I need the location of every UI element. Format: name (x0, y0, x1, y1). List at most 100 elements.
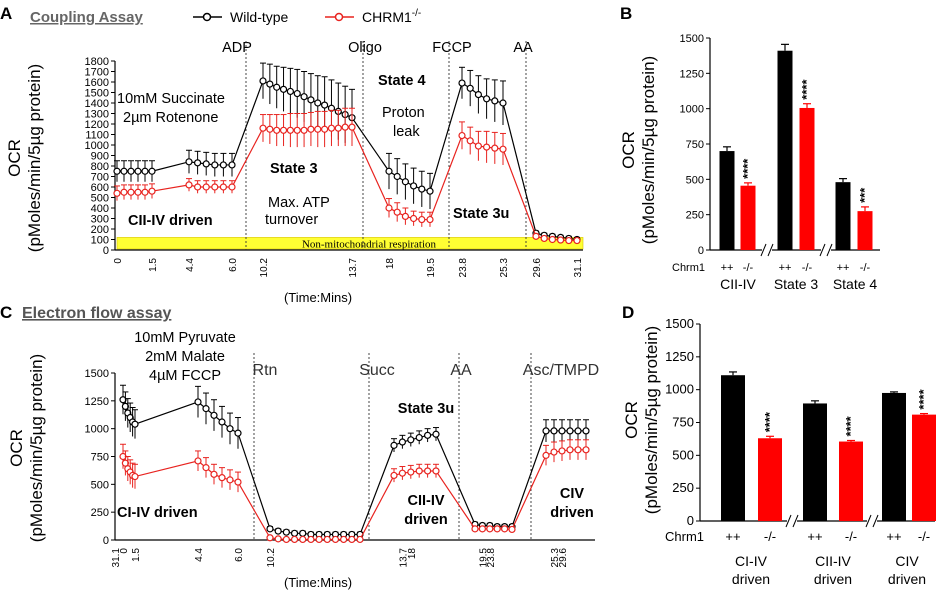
note-succinate: 10mM Succinate (117, 91, 225, 107)
chart-c-ko-point (574, 446, 582, 454)
chart-b-bar-ko (857, 211, 873, 250)
chart-c-wt-point (194, 398, 202, 406)
chart-c-xtick-label: 18 (407, 548, 418, 560)
chart-a-xtick-label: 0 (113, 258, 124, 264)
note-cii-driven-2: driven (404, 512, 448, 528)
note-rotenone: 2µm Rotenone (123, 110, 218, 126)
chart-a-ytick-label: 1200 (85, 119, 109, 131)
chart-c-ko-point (398, 469, 406, 477)
chart-a-ko-point (401, 212, 409, 220)
chart-a-ko-point (548, 235, 557, 244)
chart-c-ko-point (266, 534, 274, 542)
panel-d: D OCR (pMoles/min/5µg protein) Chrm1 ++ … (622, 303, 936, 587)
chart-c-wt-point (218, 418, 226, 426)
b-group-1: CII-IV (720, 276, 756, 292)
chart-a-ko-point (334, 124, 342, 132)
chart-a-ko-point (321, 125, 329, 133)
d-group-1-l2: driven (732, 571, 770, 587)
chart-d-ytick-label: 0 (687, 513, 694, 528)
chart-b-axis-break (760, 243, 767, 257)
chart-b-bar-ko (799, 107, 815, 251)
chart-a-ko-point (314, 125, 322, 133)
b-group-2: State 3 (774, 276, 819, 292)
note-cii-driven: CII-IV driven (128, 213, 213, 229)
chart-a-ko-point (385, 204, 393, 212)
d-geno-5: ++ (886, 529, 901, 544)
chart-c-ko-point (471, 525, 479, 533)
inj-fccp: FCCP (432, 40, 471, 56)
chart-a-ko-point (202, 183, 210, 191)
note-leak: leak (393, 124, 420, 140)
chart-a-ytick-label: 500 (91, 193, 109, 205)
chart-c-xtick-label: 25.3 (550, 548, 561, 568)
panel-b-letter: B (620, 4, 632, 23)
chart-d-bar-wt (803, 403, 827, 521)
legend-ko-label: CHRM1-/- (362, 8, 421, 25)
chart-a-ytick-label: 100 (91, 235, 109, 247)
chart-a-wt-point (474, 90, 482, 99)
chart-c-wt-point (558, 427, 566, 435)
panel-a: A Coupling Assay Wild-type CHRM1-/- OCR … (0, 4, 584, 305)
b-geno-2: -/- (743, 262, 754, 274)
chart-a-ytick-label: 1700 (85, 67, 109, 79)
inj-aa: AA (513, 40, 533, 56)
chart-c-ko-point (234, 478, 242, 486)
note-turnover: turnover (265, 212, 318, 228)
chart-c-xtick-label: 10.2 (266, 548, 277, 568)
chart-a-ko-point (418, 215, 426, 224)
chart-b-axis-break (819, 243, 826, 257)
chart-c-ko-point (550, 448, 558, 456)
chart-b-bar-ko (740, 185, 756, 250)
svg-text:(pMoles/min/5µg protein): (pMoles/min/5µg protein) (642, 326, 661, 514)
chart-c-wt-point (282, 528, 290, 536)
chart-c-wt-point (407, 436, 415, 444)
note-state3: State 3 (270, 161, 318, 177)
chart-a-ko-point (474, 142, 482, 150)
chart-d-bar-ko (912, 414, 936, 521)
chart-a-wt-point (499, 99, 507, 107)
chart-a-ytick-label: 0 (103, 245, 109, 257)
chart-b-bar-wt (835, 182, 851, 250)
svg-text:OCR: OCR (7, 429, 26, 467)
chart-c-wt-point (121, 402, 130, 410)
d-group-2-l1: CII-IV (815, 553, 851, 569)
chart-c-wt-point (299, 529, 307, 537)
chart-a-wt-point (266, 80, 274, 88)
chart-a-xtick-label: 13.7 (348, 258, 359, 278)
chart-c-ko-point (323, 535, 331, 544)
chart-a-ko-point (458, 131, 466, 140)
chart-a-wt-point (314, 99, 322, 107)
panel-b-chrm1: Chrm1 (672, 262, 705, 274)
d-geno-2: -/- (764, 529, 776, 544)
chart-a-wt-point (321, 101, 329, 109)
chart-d-ytick-label: 750 (672, 415, 694, 430)
chart-d-axis-break-gap (867, 515, 877, 527)
chart-c-ytick-label: 0 (103, 535, 109, 547)
chart-c-ko-point (274, 535, 282, 543)
chart-a-ko-point (120, 188, 128, 196)
chart-a-xtick-label: 25.3 (499, 258, 510, 278)
chart-c-wt-point (290, 529, 299, 537)
chart-a-ytick-label: 600 (91, 182, 109, 194)
chart-b-ytick-label: 1250 (680, 68, 704, 80)
chart-c-wt-point (210, 411, 218, 419)
inj-oligo: Oligo (348, 40, 382, 56)
panel-a-letter: A (0, 4, 12, 23)
chart-d-axis-break-gap (787, 515, 797, 527)
chart-c-ko-point (315, 535, 323, 544)
chart-a-ytick-label: 1100 (85, 130, 109, 142)
d-geno-6: -/- (918, 529, 930, 544)
chart-c-ko-point (331, 535, 340, 544)
chart-b-ytick-label: 250 (686, 210, 704, 222)
note-state3u: State 3u (453, 206, 509, 222)
panel-d-chrm1: Chrm1 (665, 529, 704, 544)
chart-a-band-label: Non-mitochondrial respiration (302, 239, 437, 251)
panel-a-xlabel: (Time:Mins) (284, 290, 352, 305)
chart-c-ytick-label: 500 (91, 479, 109, 491)
chart-a-ko-point (410, 214, 418, 223)
chart-c-ko-point (131, 472, 139, 481)
chart-a-ko-point (141, 188, 149, 196)
chart-a-xtick-label: 31.1 (573, 258, 584, 278)
chart-a-ko-point (259, 124, 267, 132)
chart-a-ko-point (393, 208, 401, 216)
